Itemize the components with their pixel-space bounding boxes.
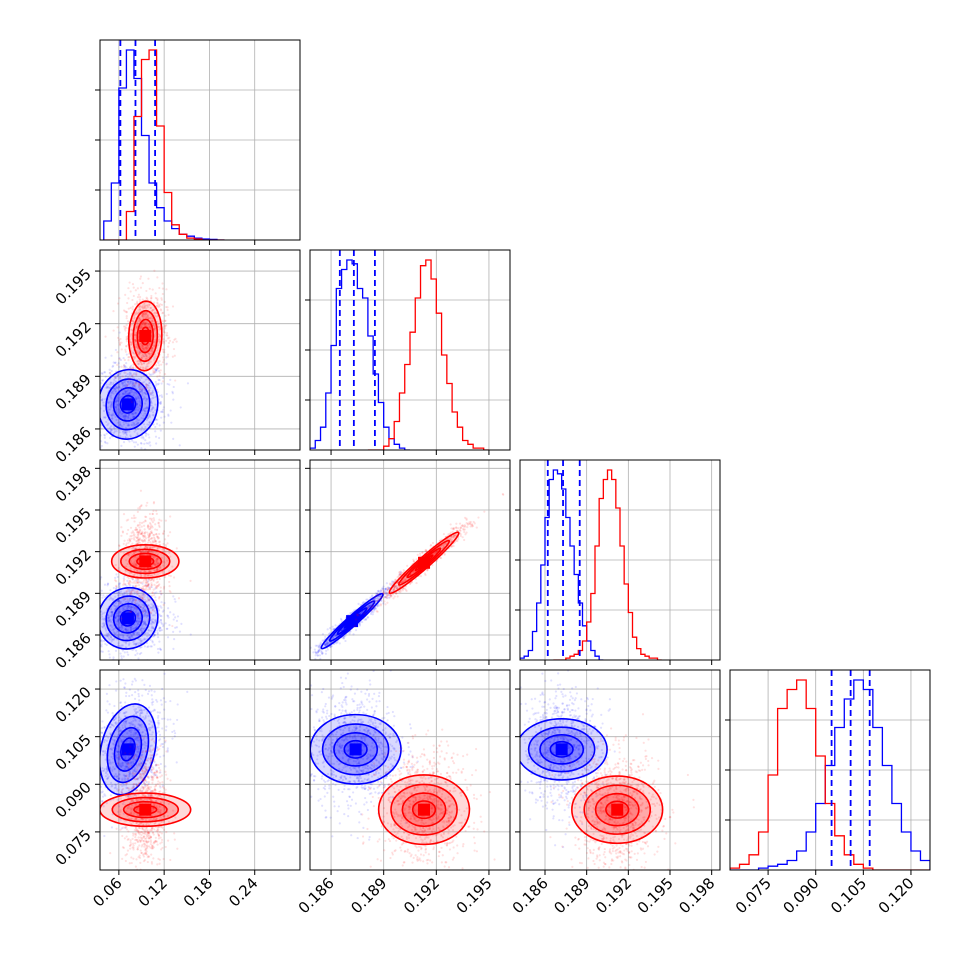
y-tick-label: 0.186 [52, 423, 95, 466]
x-tick-label: 0.186 [509, 874, 552, 917]
x-tick-label: 0.105 [827, 874, 870, 917]
y-tick-label: 0.075 [52, 826, 95, 869]
density-peak-series_a [349, 743, 362, 756]
y-tick-label: 0.195 [52, 265, 95, 308]
x-tick-label: 0.06 [89, 874, 125, 910]
density-peak-series_b [611, 803, 624, 816]
x-tick-label: 0.198 [675, 874, 718, 917]
histogram-series-1 [730, 679, 930, 870]
panel-3-2 [519, 669, 721, 871]
histogram-series-0 [730, 679, 930, 870]
density-peak-series_a [346, 615, 359, 628]
panel-2-0 [99, 459, 301, 661]
density-peak-series_b [139, 555, 152, 568]
x-tick-label: 0.090 [779, 874, 822, 917]
x-tick-label: 0.120 [875, 874, 918, 917]
x-tick-label: 0.189 [550, 874, 593, 917]
panel-frame [99, 669, 301, 871]
density-peak-series_b [418, 803, 431, 816]
panel-frame [309, 459, 511, 661]
x-tick-label: 0.186 [295, 874, 338, 917]
y-tick-label: 0.105 [52, 731, 95, 774]
y-tick-label: 0.189 [52, 587, 95, 630]
histogram-series-1 [367, 259, 489, 450]
y-tick-label: 0.189 [52, 370, 95, 413]
y-tick-label: 0.090 [52, 778, 95, 821]
x-tick-label: 0.189 [347, 874, 390, 917]
y-tick-label: 0.192 [52, 318, 95, 361]
density-peak-series_b [139, 329, 152, 342]
x-tick-label: 0.195 [634, 874, 677, 917]
panel-frame [99, 459, 301, 661]
density-peak-series_a [121, 612, 134, 625]
density-peak-series_a [121, 743, 134, 756]
x-tick-label: 0.192 [400, 874, 443, 917]
panel-0-0 [95, 39, 301, 241]
panel-1-0 [99, 249, 301, 451]
density-peak-series_b [139, 803, 152, 816]
density-peak-series_b [418, 556, 431, 569]
density-peak-series_a [121, 398, 134, 411]
histogram-series-0 [520, 469, 604, 660]
x-tick-label: 0.075 [732, 874, 775, 917]
x-tick-label: 0.18 [180, 874, 216, 910]
x-tick-label: 0.195 [453, 874, 496, 917]
y-tick-label: 0.186 [52, 629, 95, 672]
panel-3-3 [725, 669, 931, 871]
panel-2-2 [515, 459, 721, 661]
panel-frame [519, 669, 721, 871]
panel-1-1 [305, 249, 511, 451]
y-tick-label: 0.195 [52, 504, 95, 547]
panel-frame [99, 249, 301, 451]
x-tick-label: 0.24 [225, 874, 261, 910]
panel-3-0 [99, 669, 301, 871]
histogram-series-1 [103, 49, 225, 240]
x-tick-label: 0.192 [592, 874, 635, 917]
panel-2-1 [309, 459, 511, 661]
y-tick-label: 0.198 [52, 462, 95, 505]
density-peak-series_a [555, 743, 568, 756]
y-tick-label: 0.120 [52, 683, 95, 726]
panel-frame [309, 669, 511, 871]
panel-3-1 [309, 669, 511, 871]
x-tick-label: 0.12 [135, 874, 171, 910]
histogram-series-1 [553, 469, 662, 660]
y-tick-label: 0.192 [52, 546, 95, 589]
